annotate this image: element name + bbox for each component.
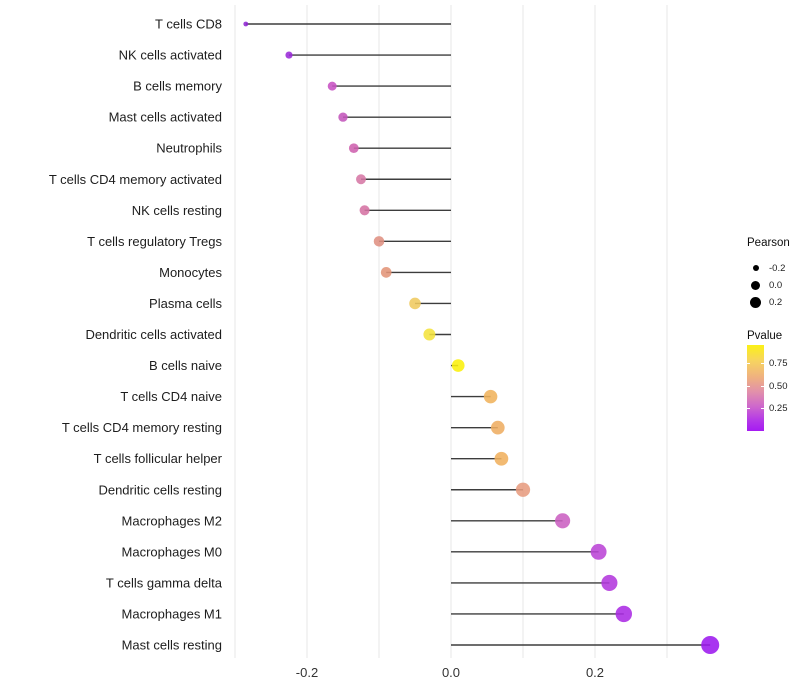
category-label: Neutrophils	[156, 141, 222, 156]
lollipop-dot	[451, 359, 465, 372]
lollipop-dot	[356, 174, 366, 185]
lollipop-dot	[555, 513, 571, 529]
category-label: Macrophages M0	[122, 544, 222, 559]
lollipop-dot	[601, 574, 618, 591]
category-label: Macrophages M1	[122, 606, 222, 621]
category-label: Mast cells activated	[109, 110, 222, 125]
legend-pvalue-title: Pvalue	[747, 330, 783, 342]
category-label: T cells gamma delta	[106, 575, 223, 590]
size-legend-label: 0.0	[769, 280, 783, 291]
pvalue-legend-label: 0.50	[769, 381, 788, 392]
category-label: T cells CD4 naive	[120, 389, 222, 404]
lollipop-dot	[423, 328, 436, 341]
size-legend-dot-small	[753, 265, 759, 271]
category-label: B cells naive	[149, 358, 222, 373]
x-tick-label: 0.0	[442, 665, 460, 680]
lollipop-dot	[490, 420, 505, 435]
category-label: Dendritic cells activated	[85, 327, 222, 342]
lollipop-dot	[348, 143, 359, 154]
category-label: T cells follicular helper	[94, 451, 223, 466]
lollipop-dot	[380, 267, 392, 278]
category-label: Monocytes	[159, 265, 222, 280]
pvalue-gradient-bar	[747, 345, 764, 431]
category-label: Plasma cells	[149, 296, 222, 311]
category-label: T cells regulatory Tregs	[87, 234, 222, 249]
size-legend-dot-medium	[751, 281, 760, 290]
category-label: Mast cells resting	[122, 638, 222, 653]
lollipop-dot	[494, 451, 509, 466]
gradient-tick	[747, 363, 764, 364]
lollipop-dot	[338, 112, 348, 122]
category-label: T cells CD4 memory resting	[62, 420, 222, 435]
gradient-tick	[747, 408, 764, 409]
x-tick-label: -0.2	[296, 665, 318, 680]
category-label: NK cells activated	[119, 48, 222, 63]
lollipop-dot	[285, 51, 293, 59]
lollipop-dot	[483, 389, 498, 404]
category-label: Macrophages M2	[122, 513, 222, 528]
lollipop-dot	[359, 205, 370, 216]
size-legend-label: -0.2	[769, 263, 786, 274]
legend-panel: Pearson -0.2 0.0 0.2 Pvalue 0.75 0.50 0.…	[738, 234, 800, 444]
pvalue-legend-label: 0.75	[769, 358, 788, 369]
category-label: NK cells resting	[132, 203, 222, 218]
lollipop-dot	[615, 605, 632, 623]
lollipop-dot	[373, 236, 385, 247]
lollipop-dot	[701, 635, 720, 655]
lollipop-dot	[590, 543, 607, 560]
lollipop-dot	[409, 297, 421, 310]
size-legend-dot-large	[750, 297, 761, 308]
gradient-tick	[747, 386, 764, 387]
lollipop-dot	[243, 21, 249, 27]
category-label: T cells CD4 memory activated	[49, 172, 222, 187]
pvalue-legend-label: 0.25	[769, 403, 788, 414]
x-tick-label: 0.2	[586, 665, 604, 680]
lollipop-dot	[515, 482, 531, 497]
category-label: Dendritic cells resting	[98, 482, 222, 497]
category-label: B cells memory	[133, 79, 222, 94]
size-legend-label: 0.2	[769, 297, 783, 308]
lollipop-dot	[327, 81, 337, 91]
category-label: T cells CD8	[155, 17, 222, 32]
legend-pearson-title: Pearson	[747, 237, 790, 249]
